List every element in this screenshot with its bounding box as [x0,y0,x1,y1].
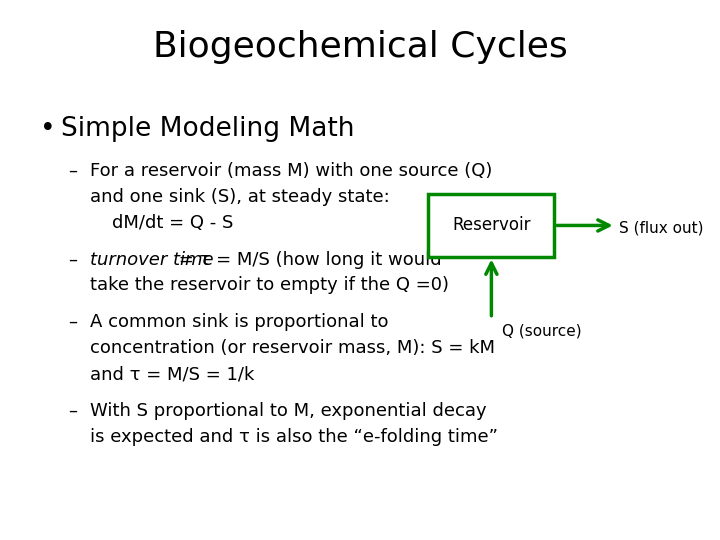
Text: dM/dt = Q - S: dM/dt = Q - S [112,214,233,232]
Text: –: – [68,162,78,180]
Text: Q (source): Q (source) [503,324,582,339]
Text: = τ = M/S (how long it would: = τ = M/S (how long it would [173,251,441,268]
Text: S (flux out): S (flux out) [619,221,703,235]
Text: turnover time: turnover time [90,251,214,268]
Text: For a reservoir (mass M) with one source (Q): For a reservoir (mass M) with one source… [90,162,492,180]
Text: Biogeochemical Cycles: Biogeochemical Cycles [153,30,567,64]
Text: •: • [40,116,55,142]
Text: and one sink (S), at steady state:: and one sink (S), at steady state: [90,188,390,206]
Text: With S proportional to M, exponential decay: With S proportional to M, exponential de… [90,402,487,420]
Text: take the reservoir to empty if the Q =0): take the reservoir to empty if the Q =0) [90,276,449,294]
Text: Reservoir: Reservoir [452,217,531,234]
Text: A common sink is proportional to: A common sink is proportional to [90,313,389,331]
Text: and τ = M/S = 1/k: and τ = M/S = 1/k [90,365,254,383]
Text: –: – [68,313,78,331]
Text: –: – [68,402,78,420]
Bar [428,194,554,256]
Text: Simple Modeling Math: Simple Modeling Math [61,116,355,142]
Text: is expected and τ is also the “e-folding time”: is expected and τ is also the “e-folding… [90,428,498,445]
Text: –: – [68,251,78,268]
Text: concentration (or reservoir mass, M): S = kM: concentration (or reservoir mass, M): S … [90,339,495,357]
